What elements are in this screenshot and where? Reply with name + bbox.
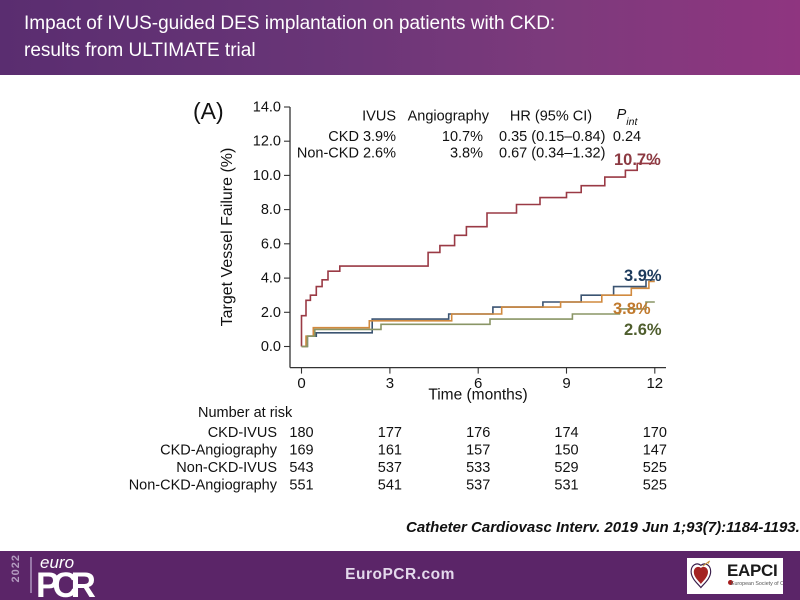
svg-text:0.35 (0.15–0.84): 0.35 (0.15–0.84) xyxy=(499,129,605,145)
svg-text:10.7%: 10.7% xyxy=(442,129,483,145)
svg-text:3.9%: 3.9% xyxy=(624,267,662,285)
svg-text:2.6%: 2.6% xyxy=(624,321,662,339)
svg-text:Non-CKD-Angiography: Non-CKD-Angiography xyxy=(129,478,278,494)
svg-text:525: 525 xyxy=(643,478,667,494)
svg-text:551: 551 xyxy=(289,478,313,494)
svg-text:CKD-IVUS: CKD-IVUS xyxy=(208,425,277,441)
svg-text:Target Vessel Failure (%): Target Vessel Failure (%) xyxy=(219,148,236,327)
svg-text:3.8%: 3.8% xyxy=(450,146,483,162)
svg-text:3.8%: 3.8% xyxy=(613,300,651,318)
svg-text:9: 9 xyxy=(562,375,570,392)
svg-text:543: 543 xyxy=(289,460,313,476)
svg-text:CKD 3.9%: CKD 3.9% xyxy=(328,129,396,145)
svg-text:14.0: 14.0 xyxy=(253,100,281,116)
svg-text:157: 157 xyxy=(466,443,490,459)
svg-text:8.0: 8.0 xyxy=(261,202,281,218)
svg-text:169: 169 xyxy=(289,443,313,459)
svg-text:CKD-Angiography: CKD-Angiography xyxy=(160,443,278,459)
svg-text:541: 541 xyxy=(378,478,402,494)
svg-text:Non-CKD-IVUS: Non-CKD-IVUS xyxy=(176,460,277,476)
svg-text:174: 174 xyxy=(554,425,578,441)
svg-text:176: 176 xyxy=(466,425,490,441)
svg-text:6.0: 6.0 xyxy=(261,236,281,252)
svg-text:Pint: Pint xyxy=(617,107,639,128)
svg-text:0: 0 xyxy=(297,375,305,392)
svg-text:4.0: 4.0 xyxy=(261,271,281,287)
svg-text:Angiography: Angiography xyxy=(408,109,490,125)
svg-text:10.7%: 10.7% xyxy=(614,151,661,169)
svg-text:0.24: 0.24 xyxy=(613,129,641,145)
svg-text:150: 150 xyxy=(554,443,578,459)
svg-text:IVUS: IVUS xyxy=(362,109,396,125)
svg-text:HR (95% CI): HR (95% CI) xyxy=(510,109,592,125)
svg-text:147: 147 xyxy=(643,443,667,459)
svg-text:Time (months): Time (months) xyxy=(428,387,527,404)
svg-text:537: 537 xyxy=(378,460,402,476)
svg-text:10.0: 10.0 xyxy=(253,168,281,184)
svg-text:177: 177 xyxy=(378,425,402,441)
svg-text:180: 180 xyxy=(289,425,313,441)
svg-text:161: 161 xyxy=(378,443,402,459)
svg-text:3: 3 xyxy=(386,375,394,392)
svg-text:170: 170 xyxy=(643,425,667,441)
svg-text:0.67 (0.34–1.32): 0.67 (0.34–1.32) xyxy=(499,146,605,162)
svg-text:Non-CKD 2.6%: Non-CKD 2.6% xyxy=(297,146,396,162)
svg-text:Number at risk: Number at risk xyxy=(198,405,293,421)
svg-text:529: 529 xyxy=(554,460,578,476)
svg-text:533: 533 xyxy=(466,460,490,476)
svg-text:12: 12 xyxy=(646,375,663,392)
svg-text:0.0: 0.0 xyxy=(261,339,281,355)
svg-text:2.0: 2.0 xyxy=(261,305,281,321)
svg-text:12.0: 12.0 xyxy=(253,134,281,150)
svg-text:531: 531 xyxy=(554,478,578,494)
svg-text:525: 525 xyxy=(643,460,667,476)
svg-text:537: 537 xyxy=(466,478,490,494)
